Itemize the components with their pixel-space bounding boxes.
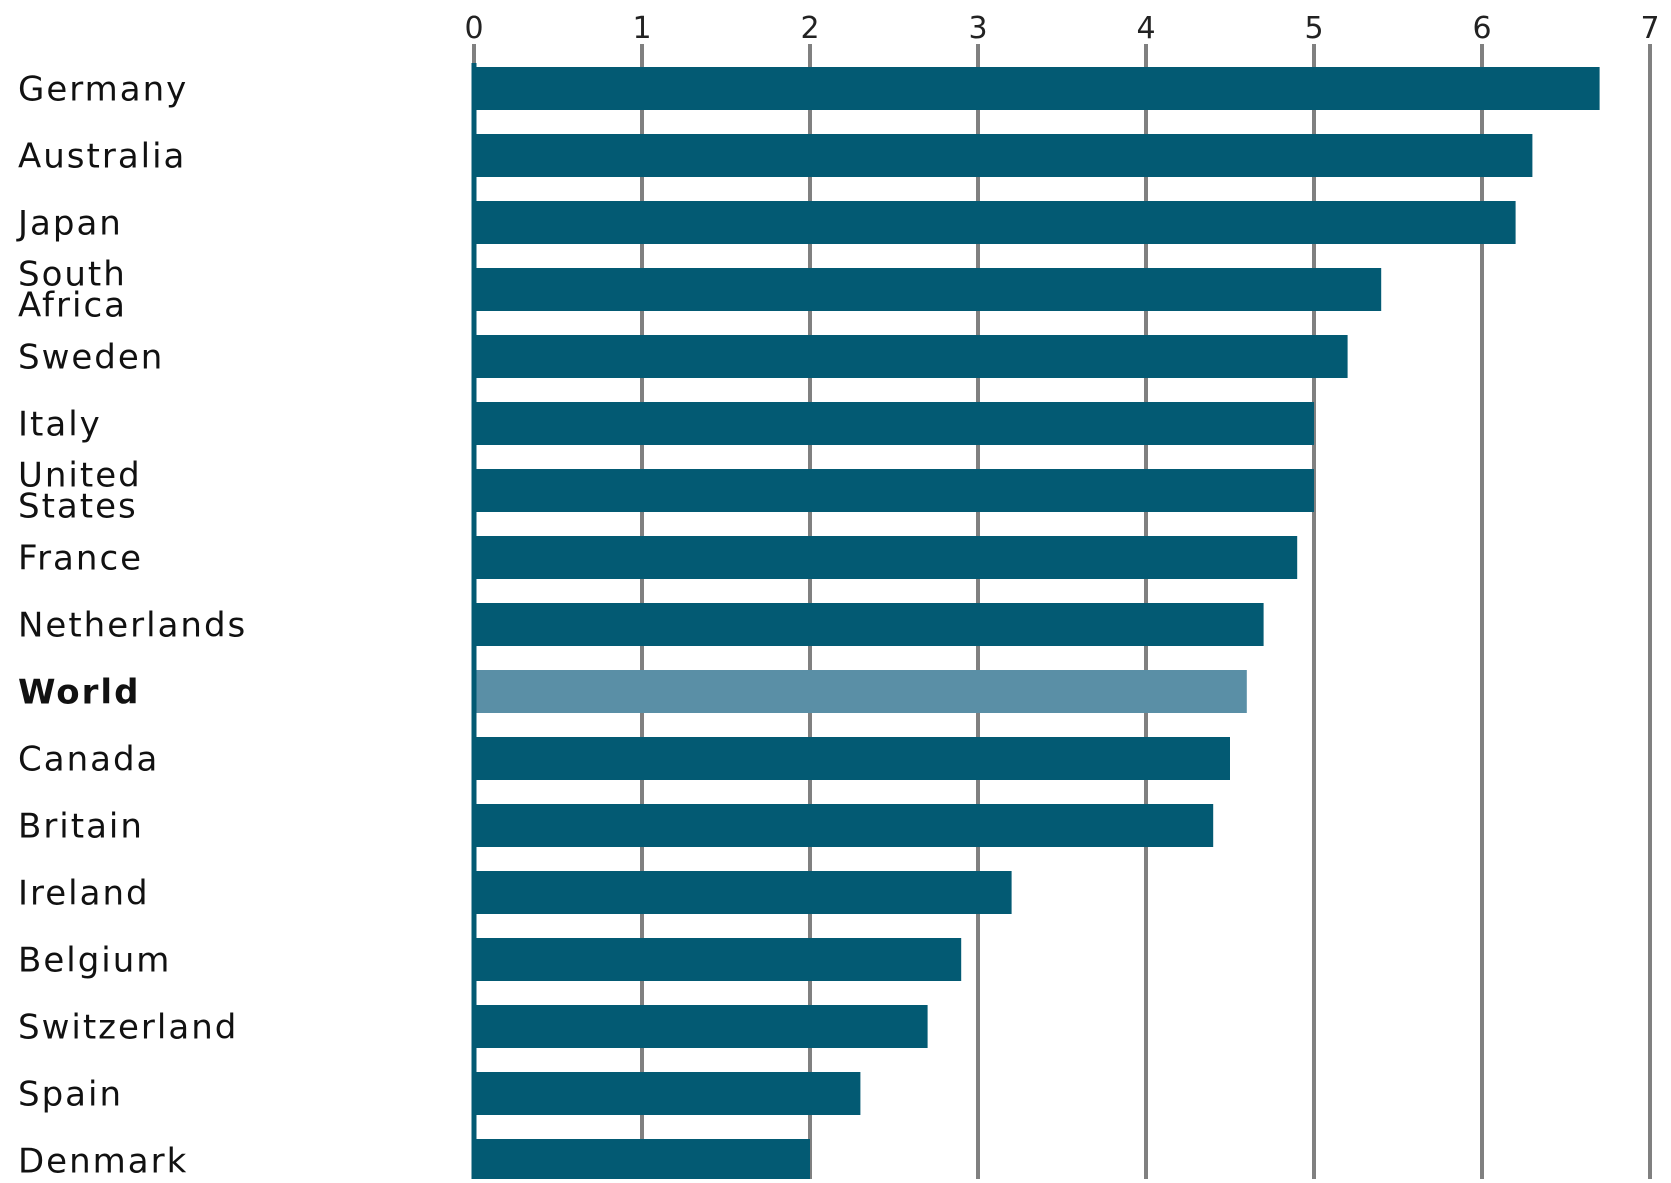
x-tick-label: 7 [1640, 11, 1659, 46]
bar [474, 469, 1314, 512]
bar [474, 268, 1382, 311]
bar [474, 670, 1247, 713]
category-label: Britain [18, 807, 144, 847]
x-tick-label: 5 [1304, 11, 1323, 46]
bar [474, 804, 1214, 847]
x-tick-label: 1 [632, 11, 651, 46]
category-label: United States [18, 456, 142, 527]
category-label: Spain [18, 1075, 123, 1115]
bar [474, 603, 1264, 646]
x-tick-label: 3 [968, 11, 987, 46]
category-label: Australia [18, 137, 186, 177]
bar [474, 1139, 810, 1182]
x-tick-label: 2 [800, 11, 819, 46]
bar [474, 402, 1314, 445]
bar [474, 134, 1533, 177]
x-tick-label: 0 [464, 11, 483, 46]
bar [474, 1072, 861, 1115]
x-axis-ticks: 0 1 2 3 4 5 6 7 [464, 11, 1659, 46]
category-label: South Africa [18, 255, 127, 326]
category-labels: Germany Australia Japan South Africa Sweden It… [16, 70, 247, 1182]
category-label: Germany [18, 70, 188, 110]
bar [474, 871, 1012, 914]
category-label: Belgium [18, 941, 171, 981]
bar [474, 536, 1298, 579]
x-tick-label: 4 [1136, 11, 1155, 46]
category-label: Italy [18, 405, 102, 445]
category-label: France [18, 539, 143, 579]
category-label: Canada [18, 740, 159, 780]
category-label: Switzerland [18, 1008, 238, 1048]
x-tick-label: 6 [1472, 11, 1491, 46]
bar-layer [471, 63, 1600, 1182]
category-label: World [18, 673, 140, 713]
category-label: Ireland [18, 874, 150, 914]
category-label: Denmark [18, 1142, 188, 1180]
category-label: Japan [16, 204, 123, 244]
bar [474, 201, 1516, 244]
bar [474, 1005, 928, 1048]
category-label: Sweden [18, 338, 164, 378]
bar [474, 67, 1600, 110]
bar [474, 335, 1348, 378]
bar [474, 737, 1230, 780]
category-label: Netherlands [18, 606, 247, 646]
bar [474, 938, 962, 981]
